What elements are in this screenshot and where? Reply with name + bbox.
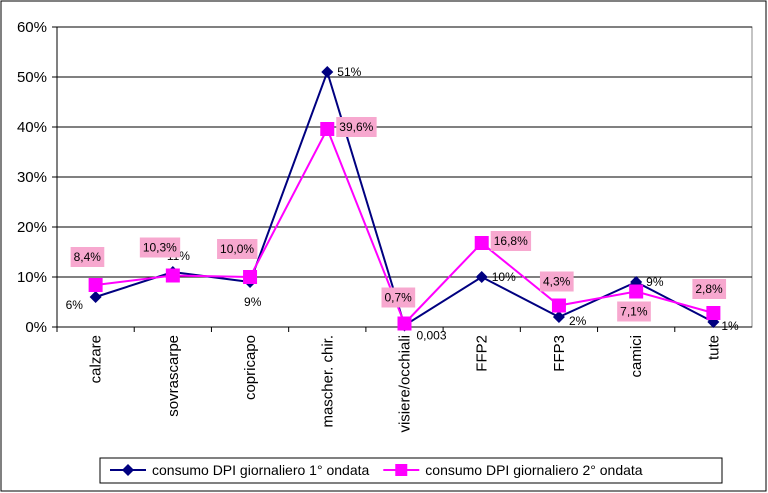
x-tick-label: mascher. chir. <box>319 335 336 428</box>
x-tick-label: FFP2 <box>474 335 491 372</box>
value-label-group: 9% <box>244 295 262 309</box>
value-label-box <box>539 271 574 292</box>
value-label: 16,8% <box>494 234 528 248</box>
legend: consumo DPI giornaliero 1° ondata consumo… <box>99 457 723 484</box>
value-label-group: 4,3% <box>539 271 574 292</box>
marker <box>706 306 721 320</box>
legend-marker <box>395 464 408 476</box>
x-tick-label: calzare <box>88 335 105 383</box>
value-label: 10,0% <box>220 242 254 256</box>
value-label-box <box>217 239 258 259</box>
value-label-box <box>692 279 727 299</box>
marker <box>475 271 488 283</box>
y-tick-label: 40% <box>17 119 47 136</box>
value-label: 8,4% <box>74 250 102 264</box>
marker <box>397 316 412 331</box>
value-label: 0,003 <box>417 329 447 343</box>
value-label: 2,8% <box>695 282 723 296</box>
marker <box>321 66 334 78</box>
value-label: 39,6% <box>339 120 373 134</box>
value-label: 1% <box>721 319 739 333</box>
value-label: 10,3% <box>143 241 177 255</box>
value-label-group: 10,0% <box>217 239 258 259</box>
x-tick-label: tute <box>705 335 722 360</box>
value-label-group: 1% <box>721 319 739 333</box>
marker <box>88 278 103 292</box>
value-label-box <box>70 247 105 267</box>
value-label-group: 2,8% <box>692 279 727 299</box>
value-label-group: 6% <box>66 298 84 312</box>
x-tick-label: camici <box>628 335 645 378</box>
legend-label: consumo DPI giornaliero 2° ondata <box>425 462 642 478</box>
marker <box>320 122 335 136</box>
marker <box>165 268 180 283</box>
value-label: 9% <box>244 295 262 309</box>
value-label: 6% <box>66 298 84 312</box>
value-label: 7,1% <box>620 305 648 319</box>
x-tick-label: FFP3 <box>551 335 568 372</box>
value-label-group: 7,1% <box>617 301 651 322</box>
value-label: 2% <box>569 314 587 328</box>
value-label-group: 2% <box>569 314 587 328</box>
marker <box>629 284 644 299</box>
value-label-box <box>490 231 532 251</box>
y-tick-label: 30% <box>17 169 47 186</box>
value-label-group: 10,3% <box>139 237 181 258</box>
value-label-group: 0,003 <box>417 329 447 343</box>
y-tick-label: 20% <box>17 219 47 236</box>
marker <box>243 270 258 284</box>
value-label: 0,7% <box>385 291 413 305</box>
value-label: 10% <box>492 270 516 284</box>
x-tick-label: visiere/occhiali <box>397 335 414 433</box>
y-tick-label: 0% <box>25 319 47 336</box>
value-label-box <box>336 117 377 137</box>
legend-marker <box>122 464 134 476</box>
marker <box>474 236 489 250</box>
legend-label: consumo DPI giornaliero 1° ondata <box>152 462 369 478</box>
marker <box>552 311 565 323</box>
value-label-group: 16,8% <box>490 231 532 251</box>
marker <box>89 291 102 303</box>
value-label-group: 10% <box>492 270 516 284</box>
value-label-box <box>139 237 181 258</box>
value-label-group: 0,7% <box>381 287 416 308</box>
x-tick-label: copricapo <box>242 335 259 400</box>
marker <box>551 298 566 313</box>
y-tick-label: 10% <box>17 269 47 286</box>
value-label-box <box>381 287 416 308</box>
y-tick-label: 60% <box>17 19 47 36</box>
value-label-group: 8,4% <box>70 247 105 267</box>
y-tick-label: 50% <box>17 69 47 86</box>
value-label-group: 9% <box>646 275 664 289</box>
value-label: 51% <box>337 65 361 79</box>
value-label-box <box>617 301 651 322</box>
value-label: 4,3% <box>543 275 571 289</box>
x-tick-label: sovrascarpe <box>165 335 182 417</box>
value-label-group: 39,6% <box>336 117 377 137</box>
value-label: 9% <box>646 275 664 289</box>
value-label-group: 51% <box>337 65 361 79</box>
